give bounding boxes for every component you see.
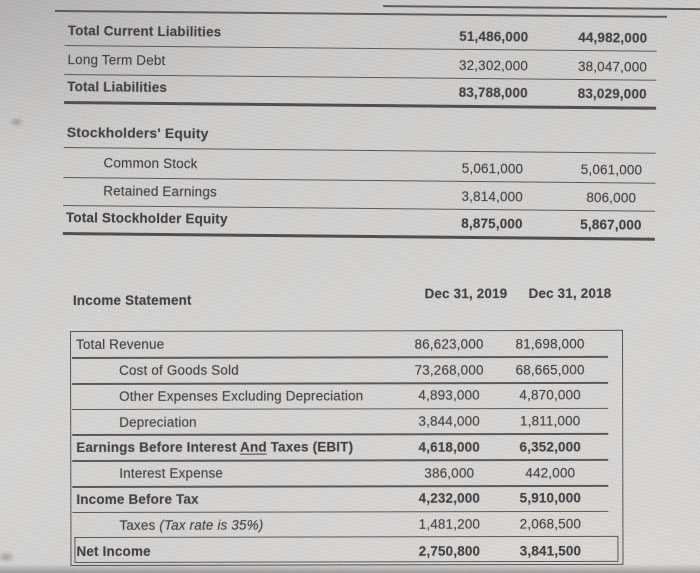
value-2018: 442,000 [525,465,576,481]
row-label: Interest Expense [119,465,224,482]
value-2018: 5,910,000 [519,490,582,506]
value-2018: 6,352,000 [519,439,581,455]
photo-bottom-shadow [0,564,700,573]
row-label-underlined: And [240,439,267,456]
value-2018: 81,698,000 [515,336,585,352]
column-header-2019: Dec 31, 2019 [424,286,508,302]
row-label-part: Taxes [119,517,160,533]
row-label: Other Expenses Excluding Depreciation [119,388,364,404]
income-statement-table: Total Revenue 86,623,000 81,698,000 Cost… [70,329,624,566]
photo-smudge [9,117,24,127]
table-row-total-revenue: Total Revenue 86,623,000 81,698,000 [71,331,622,359]
row-label: Depreciation [119,414,197,430]
income-statement-title: Income Statement [72,292,192,308]
value-2018: 68,665,000 [515,362,585,378]
row-label-italic: (Tax rate is 35%) [159,517,264,533]
value-2018: 3,841,500 [519,542,582,559]
value-2018: 2,068,500 [519,516,582,532]
row-label: Net Income [76,543,151,560]
value-2019: 4,232,000 [418,491,481,507]
row-label-part: Taxes (EBIT) [266,439,354,455]
table-row-taxes: Taxes (Tax rate is 35%) 1,481,200 2,068,… [71,511,622,538]
value-2019: 73,268,000 [414,362,484,378]
table-row-income-before-tax: Income Before Tax 4,232,000 5,910,000 [71,485,622,514]
table-row-depreciation: Depreciation 3,844,000 1,811,000 [71,408,622,436]
column-header-2018: Dec 31, 2018 [528,285,612,302]
value-2019: 4,618,000 [418,439,480,455]
value-2019: 1,481,200 [418,516,481,532]
row-label: Taxes (Tax rate is 35%) [119,517,263,532]
value-2019: 2,750,800 [418,543,481,559]
value-2018: 1,811,000 [519,413,581,429]
value-2019: 3,844,000 [418,413,480,429]
row-label: Earnings Before Interest And Taxes (EBIT… [76,440,353,456]
table-row-cost-of-goods-sold: Cost of Goods Sold 73,268,000 68,665,000 [71,357,622,385]
table-row-ebit: Earnings Before Interest And Taxes (EBIT… [71,434,622,462]
value-2019: 386,000 [424,465,475,481]
table-row-net-income: Net Income 2,750,800 3,841,500 [71,535,622,565]
value-2019: 86,623,000 [414,336,484,352]
value-2018: 4,870,000 [519,387,581,403]
table-row-other-expenses: Other Expenses Excluding Depreciation 4,… [71,382,622,411]
photo-smudge [0,551,15,563]
row-label: Income Before Tax [76,491,199,507]
row-label: Cost of Goods Sold [119,362,239,379]
value-2019: 4,893,000 [418,388,480,404]
row-label-part: Earnings Before Interest [76,440,241,456]
table-row-interest-expense: Interest Expense 386,000 442,000 [71,460,622,488]
row-label: Total Revenue [76,337,165,353]
